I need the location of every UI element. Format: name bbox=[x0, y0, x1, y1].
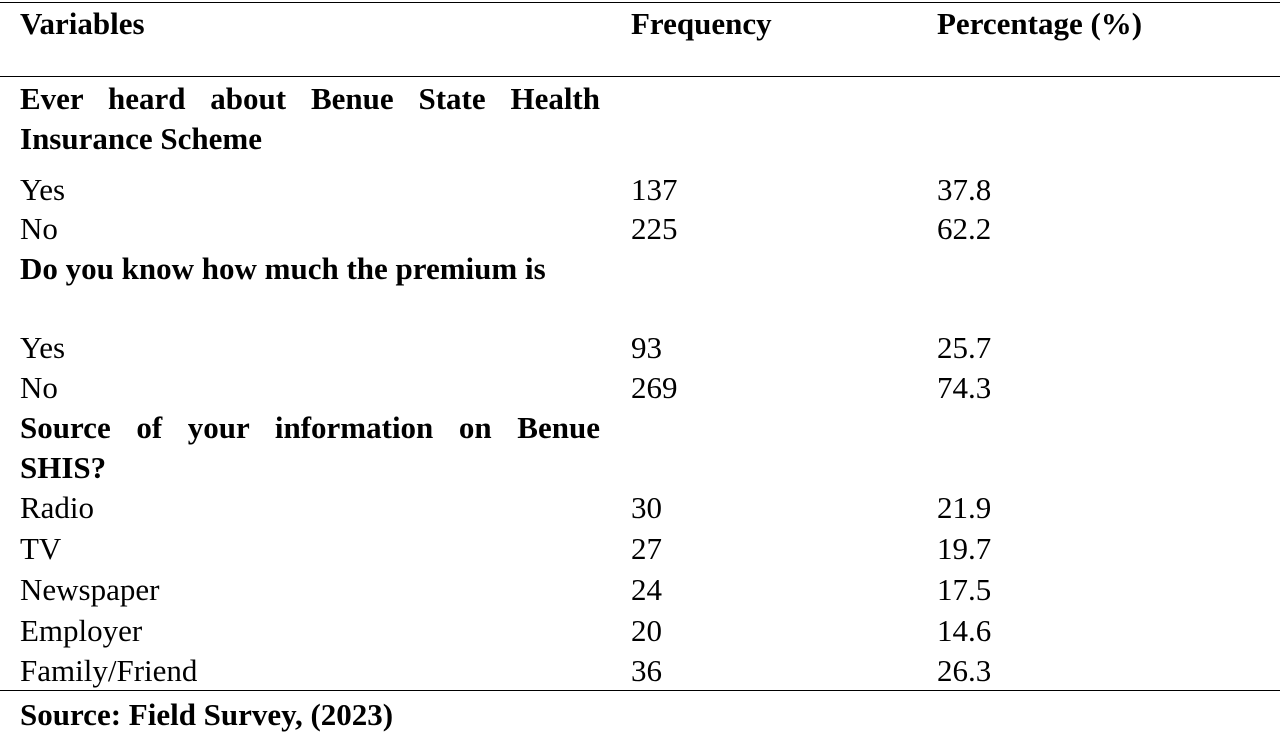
row-percentage: 19.7 bbox=[937, 531, 992, 566]
section-title-source: Source of your information on Benue SHIS… bbox=[20, 410, 600, 485]
section-title-premium: Do you know how much the premium is bbox=[20, 251, 546, 286]
row-percentage: 62.2 bbox=[937, 211, 992, 246]
header-percentage: Percentage (%) bbox=[937, 6, 1143, 41]
section-title-awareness: Ever heard about Benue State Health Insu… bbox=[20, 81, 600, 156]
row-label: Yes bbox=[20, 330, 66, 365]
row-label: No bbox=[20, 370, 58, 405]
header-bottom-rule bbox=[0, 76, 1280, 77]
row-label: TV bbox=[20, 531, 62, 566]
row-frequency: 20 bbox=[631, 613, 662, 648]
row-frequency: 137 bbox=[631, 172, 678, 207]
row-frequency: 225 bbox=[631, 211, 678, 246]
row-percentage: 25.7 bbox=[937, 330, 992, 365]
row-frequency: 269 bbox=[631, 370, 678, 405]
row-label: Yes bbox=[20, 172, 66, 207]
row-percentage: 21.9 bbox=[937, 490, 992, 525]
row-label: Family/Friend bbox=[20, 653, 198, 688]
row-percentage: 37.8 bbox=[937, 172, 992, 207]
row-frequency: 93 bbox=[631, 330, 662, 365]
table-top-rule bbox=[0, 2, 1280, 3]
row-label: Newspaper bbox=[20, 572, 160, 607]
row-percentage: 74.3 bbox=[937, 370, 992, 405]
row-label: Employer bbox=[20, 613, 143, 648]
row-frequency: 30 bbox=[631, 490, 662, 525]
row-frequency: 27 bbox=[631, 531, 662, 566]
row-percentage: 14.6 bbox=[937, 613, 992, 648]
row-frequency: 24 bbox=[631, 572, 662, 607]
source-note: Source: Field Survey, (2023) bbox=[20, 697, 394, 732]
table-bottom-rule bbox=[0, 690, 1280, 691]
row-percentage: 26.3 bbox=[937, 653, 992, 688]
row-label: Radio bbox=[20, 490, 95, 525]
header-frequency: Frequency bbox=[631, 6, 772, 41]
row-label: No bbox=[20, 211, 58, 246]
header-variables: Variables bbox=[20, 6, 145, 41]
row-percentage: 17.5 bbox=[937, 572, 992, 607]
row-frequency: 36 bbox=[631, 653, 662, 688]
